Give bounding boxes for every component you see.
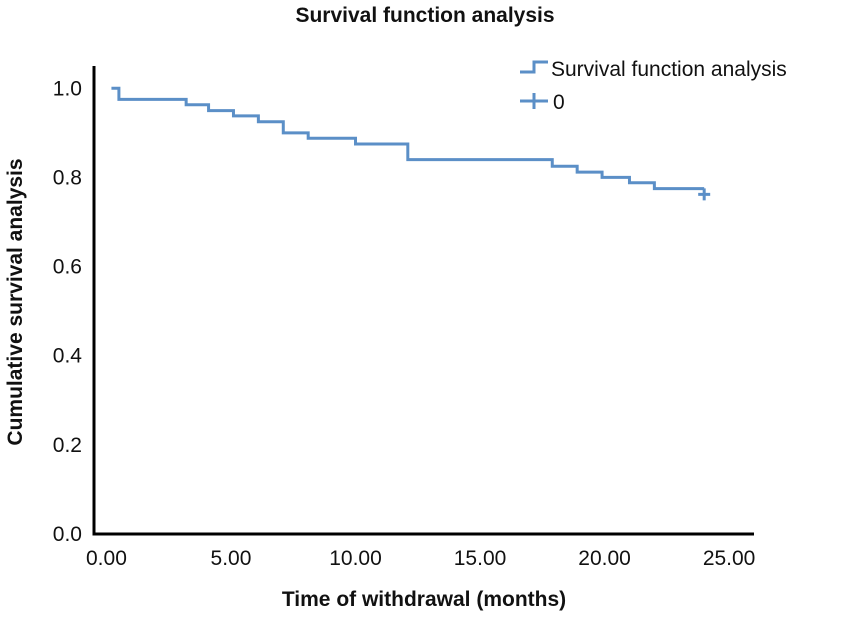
legend-label: 0 bbox=[553, 91, 565, 114]
y-tick-label: 0.0 bbox=[53, 523, 82, 546]
legend-label: Survival function analysis bbox=[551, 58, 787, 81]
y-tick-label: 1.0 bbox=[53, 77, 82, 100]
y-tick-label: 0.4 bbox=[53, 345, 83, 368]
x-tick-label: 0.00 bbox=[86, 547, 127, 570]
x-tick-label: 20.00 bbox=[578, 547, 631, 570]
x-axis-label: Time of withdrawal (months) bbox=[281, 588, 567, 611]
y-tick-label: 0.6 bbox=[53, 256, 82, 279]
y-tick-label: 0.2 bbox=[53, 434, 82, 457]
censored-marker bbox=[698, 188, 711, 201]
survival-step-line bbox=[111, 86, 705, 191]
legend: Survival function analysis 0 bbox=[520, 58, 787, 114]
axes bbox=[92, 66, 754, 536]
x-tick-label: 5.00 bbox=[211, 547, 252, 570]
x-tick-label: 15.00 bbox=[454, 547, 507, 570]
legend-step-icon bbox=[520, 60, 548, 74]
y-tick-label: 0.8 bbox=[53, 166, 82, 189]
x-tick-label: 25.00 bbox=[703, 547, 756, 570]
x-tick-label: 10.00 bbox=[329, 547, 382, 570]
series-layer bbox=[111, 86, 711, 201]
ticks: 0.0 0.2 0.4 0.6 0.8 1.0 0.00 5.00 10.00 15.00 20.0… bbox=[53, 77, 756, 570]
chart-title: Survival function analysis bbox=[295, 4, 555, 27]
